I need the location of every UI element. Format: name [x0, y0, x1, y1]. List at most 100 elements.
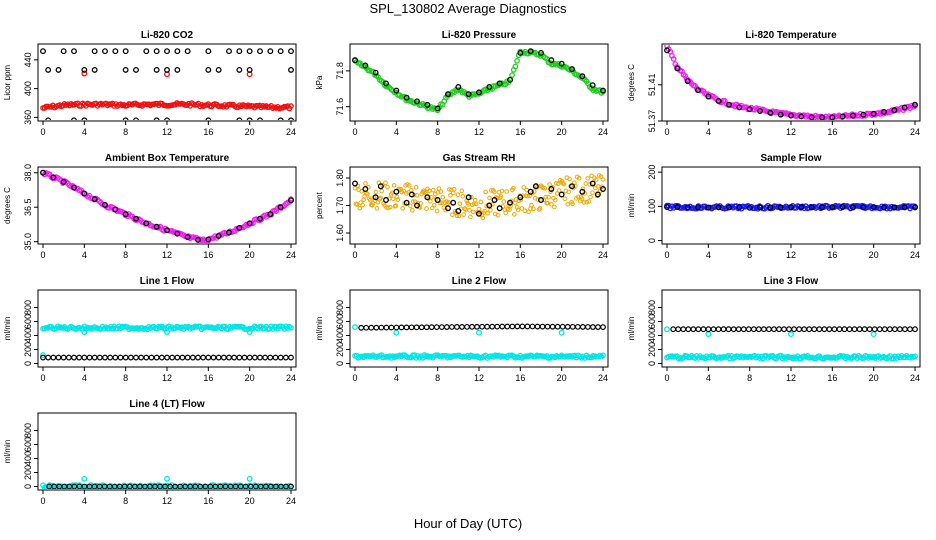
data-point [133, 117, 139, 120]
data-point [836, 326, 843, 333]
data-point [786, 326, 792, 333]
x-tick-label: 8 [123, 496, 128, 506]
data-point [781, 326, 787, 333]
chart-panel-3: Li-820 Temperature 0 4 8 12 16 20 24 51.37 51.41 d… [627, 30, 921, 137]
data-point [589, 180, 596, 187]
data-point [540, 185, 546, 191]
data-point [236, 117, 243, 120]
data-point [413, 184, 419, 190]
data-point [454, 324, 460, 330]
data-point [788, 204, 794, 210]
x-tick-label: 20 [245, 127, 255, 137]
x-tick-label: 0 [664, 250, 669, 260]
data-point [424, 194, 431, 201]
data-point [267, 211, 274, 218]
data-point [164, 354, 170, 361]
y-tick-label: 400 [335, 328, 345, 343]
data-point [690, 326, 697, 333]
chart-panel-10: Line 4 (LT) Flow 0 4 8 12 16 20 24 0 200400600800… [3, 399, 297, 506]
y-tick-label: 800 [335, 300, 345, 315]
data-point [71, 354, 77, 361]
x-tick-label: 20 [557, 373, 567, 383]
data-point [546, 194, 551, 200]
data-point [40, 352, 46, 359]
data-point [587, 182, 592, 187]
data-point [430, 187, 436, 193]
data-point [757, 204, 763, 211]
data-point [569, 183, 575, 190]
data-point [881, 204, 887, 211]
data-point [76, 354, 83, 361]
data-point [184, 354, 191, 361]
data-point [143, 354, 150, 361]
data-point [468, 214, 473, 220]
data-point [594, 191, 601, 198]
panel-title: Line 3 Flow [764, 276, 819, 287]
x-tick-label: 20 [557, 127, 567, 137]
data-point [534, 323, 541, 330]
data-point [750, 326, 757, 333]
data-point [358, 324, 365, 331]
y-tick-label: 400 [23, 328, 33, 343]
data-point [122, 48, 129, 55]
data-point [891, 204, 898, 211]
data-point [383, 180, 388, 186]
data-point [195, 354, 201, 361]
data-point [215, 354, 222, 361]
data-point [96, 354, 103, 361]
data-point [363, 324, 370, 331]
y-tick-label: 1.70 [335, 197, 345, 215]
data-point [383, 324, 390, 331]
data-point [482, 208, 488, 214]
data-point [499, 188, 505, 194]
data-point [445, 205, 451, 212]
data-point [896, 326, 903, 333]
data-point [81, 66, 88, 73]
data-point [488, 207, 493, 213]
data-point [174, 48, 181, 55]
data-point [579, 324, 586, 330]
x-tick-label: 16 [203, 496, 213, 506]
panel-title: Line 1 Flow [140, 276, 195, 287]
data-point [169, 354, 176, 361]
data-point [117, 354, 124, 361]
data-point [564, 323, 571, 330]
y-tick-label: 400 [23, 81, 33, 96]
x-tick-label: 12 [474, 127, 484, 137]
y-axis-label: ml/min [315, 317, 324, 341]
data-point [438, 324, 445, 330]
data-point [556, 188, 562, 193]
data-point [205, 117, 212, 120]
data-point [288, 324, 294, 331]
data-point [423, 324, 430, 331]
data-point [189, 354, 196, 361]
data-point [164, 227, 170, 234]
data-point [143, 220, 150, 227]
data-point [45, 66, 52, 73]
data-point [91, 354, 98, 361]
data-point [478, 199, 484, 205]
data-point [138, 354, 145, 361]
data-point [559, 323, 566, 330]
data-point [393, 329, 400, 336]
data-point [467, 207, 472, 213]
data-point [71, 48, 77, 55]
data-point [886, 326, 893, 333]
x-tick-label: 0 [664, 373, 669, 383]
data-point [122, 66, 129, 73]
data-layer [352, 48, 606, 114]
data-point [489, 323, 496, 330]
y-axis-label: Licor ppm [3, 65, 12, 100]
x-tick-label: 8 [747, 127, 752, 137]
chart-panel-1: Li-820 CO2 0 4 8 12 16 20 24 360 400 440 Licor ppm [3, 30, 297, 137]
plot-frame [37, 412, 297, 491]
data-point [819, 114, 825, 120]
data-point [414, 202, 420, 209]
data-point [400, 206, 405, 211]
data-point [215, 66, 222, 73]
x-tick-label: 4 [82, 127, 87, 137]
data-point [901, 104, 908, 111]
